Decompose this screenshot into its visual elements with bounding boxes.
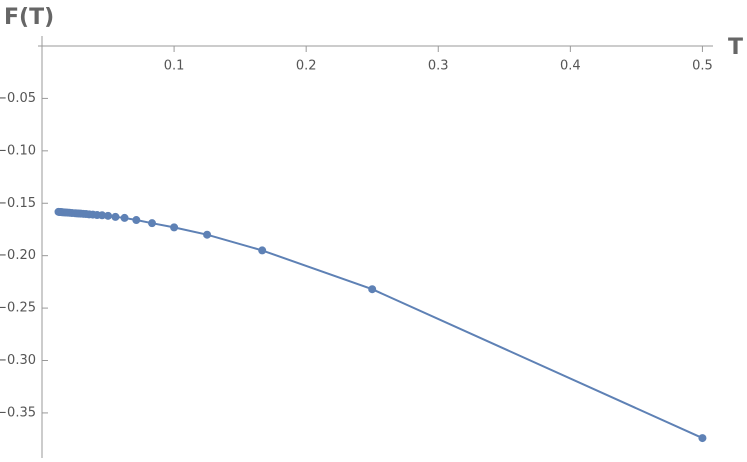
x-tick-label: 0.3 [428,59,449,74]
y-tick-label: −0.20 [0,248,36,263]
data-point [368,285,377,294]
y-tick-label: −0.35 [0,405,36,420]
y-tick-label: −0.30 [0,353,36,368]
y-tick-label: −0.10 [0,143,36,158]
x-tick-label: 0.4 [560,59,581,74]
data-point [148,219,157,228]
x-tick-label: 0.1 [164,59,185,74]
data-point [104,211,113,220]
data-point [111,212,120,221]
x-tick-label: 0.5 [692,59,713,74]
series-line [58,210,703,439]
data-point [258,246,267,255]
data-point [98,211,107,220]
y-axis-title: F(T) [4,5,54,30]
data-point [120,213,129,222]
data-point [698,434,707,443]
data-point [170,223,179,232]
data-point [203,230,212,239]
x-axis-title: T [728,35,743,60]
y-tick-label: −0.15 [0,196,36,211]
x-tick-label: 0.2 [296,59,317,74]
data-point [132,216,141,225]
y-tick-label: −0.05 [0,91,36,106]
y-tick-label: −0.25 [0,301,36,316]
